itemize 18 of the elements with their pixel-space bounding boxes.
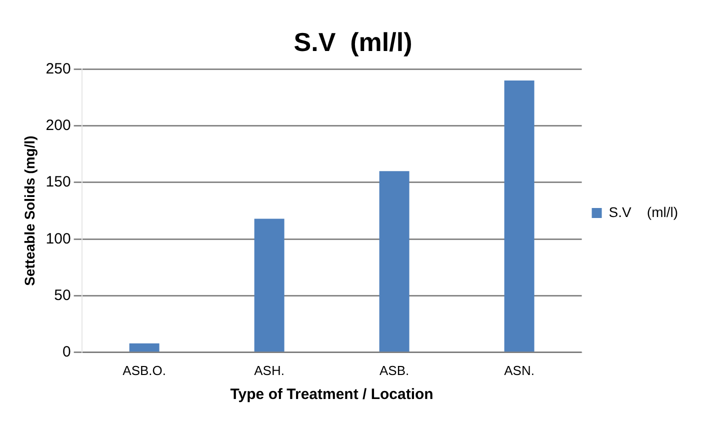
bar (254, 218, 284, 352)
y-tick-label: 0 (62, 344, 71, 361)
x-tick-label: ASN. (504, 362, 534, 378)
y-tick-label: 250 (46, 60, 71, 78)
y-tick-label: 50 (54, 286, 71, 304)
bar (379, 171, 410, 352)
bar (504, 80, 534, 352)
legend-label: S.V (ml/l) (608, 204, 678, 220)
bar (129, 343, 160, 352)
x-tick-label: ASB. (379, 362, 410, 378)
x-tick-label: ASH. (254, 362, 284, 378)
x-axis-title: Type of Treatment / Location (230, 386, 434, 404)
y-tick-label: 100 (46, 230, 71, 248)
chart-title: S.V (ml/l) (294, 26, 412, 57)
x-tick-label: ASB.O. (122, 362, 166, 378)
y-tick-label: 200 (46, 116, 71, 134)
y-axis-title: Setteable Solids (mg/l) (21, 136, 38, 286)
y-tick-label: 150 (46, 174, 71, 191)
